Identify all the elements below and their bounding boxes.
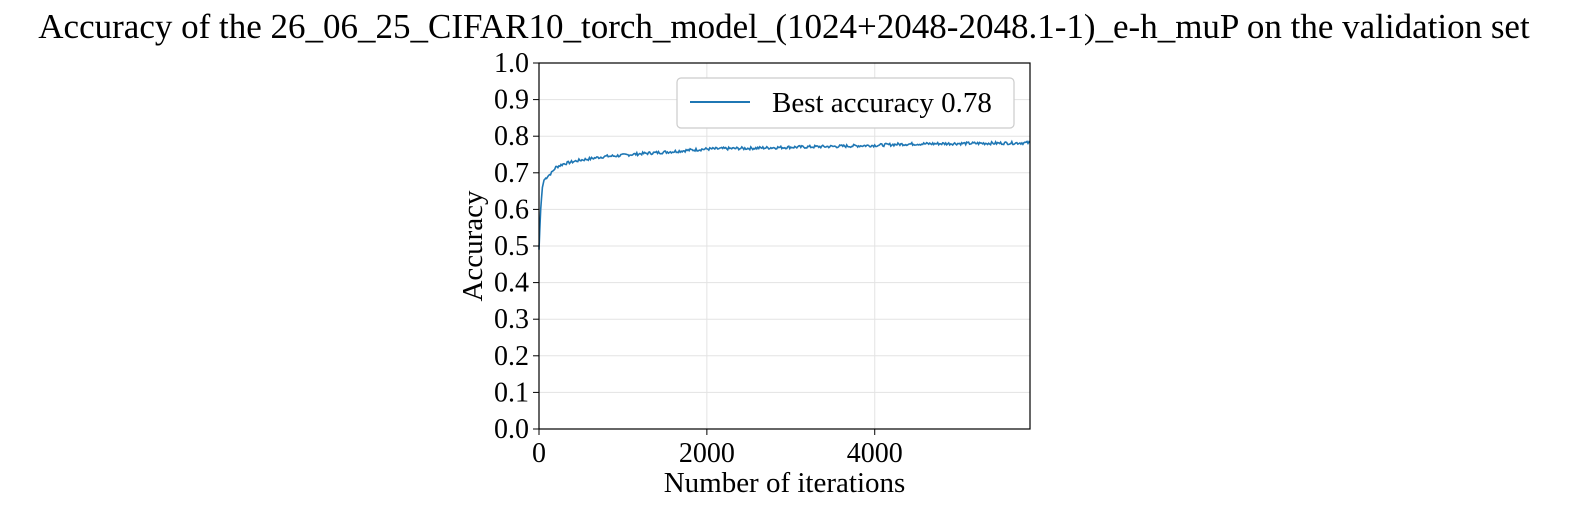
x-tick-label: 4000 xyxy=(847,438,903,469)
legend: Best accuracy 0.78 xyxy=(676,77,1015,129)
x-tick-label: 0 xyxy=(532,438,546,469)
y-tick-label: 0.3 xyxy=(494,304,529,335)
y-tick-label: 0.1 xyxy=(494,377,529,408)
y-tick-label: 0.6 xyxy=(494,194,529,225)
y-tick-label: 0.5 xyxy=(494,231,529,262)
y-tick-label: 0.4 xyxy=(494,268,529,299)
chart-title: Accuracy of the 26_06_25_CIFAR10_torch_m… xyxy=(38,7,1530,46)
y-tick-label: 0.8 xyxy=(494,121,529,152)
y-axis-label: Accuracy xyxy=(457,190,489,302)
x-axis-label: Number of iterations xyxy=(664,467,906,499)
y-axis: 0.0 0.1 0.2 0.3 0.4 0.5 0.6 0.7 0.8 0.9 1.0 xyxy=(494,48,539,445)
series-layer xyxy=(538,139,1031,250)
y-tick-label: 0.9 xyxy=(494,85,529,116)
y-tick-label: 1.0 xyxy=(494,48,529,79)
y-tick-label: 0.2 xyxy=(494,341,529,372)
series-line xyxy=(538,139,1031,250)
legend-box xyxy=(676,77,1015,129)
legend-label: Best accuracy 0.78 xyxy=(772,87,992,119)
y-tick-label: 0.7 xyxy=(494,158,529,189)
x-tick-label: 2000 xyxy=(679,438,735,469)
x-axis: 0 2000 4000 xyxy=(532,429,903,469)
y-tick-label: 0.0 xyxy=(494,414,529,445)
